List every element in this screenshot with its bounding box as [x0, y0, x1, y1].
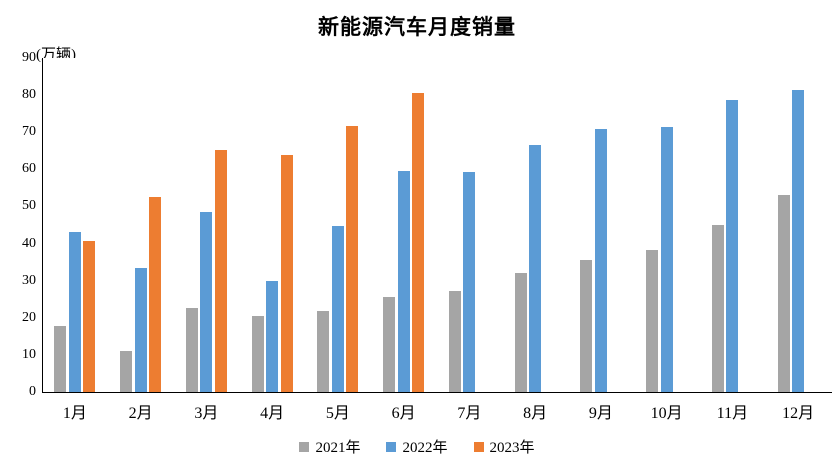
- bar-2022年-3月: [200, 212, 213, 392]
- bar-2021年-1月: [54, 325, 67, 392]
- bar-2021年-11月: [711, 225, 724, 392]
- bar-2023年-1月: [83, 240, 96, 392]
- bar-2022年-7月: [463, 171, 476, 392]
- legend-item: 2022年: [386, 436, 448, 457]
- legend-label: 2023年: [489, 440, 535, 456]
- bar-2021年-5月: [317, 311, 330, 392]
- bar-2022年-8月: [529, 144, 542, 392]
- bar-2022年-4月: [266, 281, 279, 392]
- bar-2021年-4月: [251, 315, 264, 392]
- bar-2021年-2月: [120, 351, 133, 392]
- legend-label: 2021年: [315, 440, 361, 456]
- chart-title: 新能源汽车月度销量: [318, 15, 516, 39]
- x-tick-label: 6月: [391, 405, 416, 422]
- x-tick-label: 11月: [716, 405, 749, 422]
- y-tick-label: 30: [22, 272, 36, 288]
- bar-2021年-6月: [383, 296, 396, 392]
- bar-2022年-10月: [660, 127, 673, 392]
- legend-swatch-icon: [473, 441, 484, 452]
- x-tick-label: 3月: [194, 405, 219, 422]
- bar-2021年-9月: [580, 259, 593, 392]
- bar-2021年-8月: [514, 272, 527, 392]
- bar-2023年-5月: [346, 125, 359, 392]
- bar-2022年-5月: [331, 226, 344, 392]
- bar-2021年-7月: [448, 291, 461, 392]
- y-tick-label: 70: [22, 124, 36, 140]
- x-tick-label: 7月: [457, 405, 482, 422]
- x-tick-label: 5月: [325, 405, 350, 422]
- bar-2021年-10月: [646, 249, 659, 392]
- bar-2022年-6月: [397, 170, 410, 392]
- x-tick-label: 2月: [128, 405, 153, 422]
- y-tick-label: 10: [22, 346, 36, 362]
- x-tick-label: 4月: [260, 405, 285, 422]
- x-tick-label: 9月: [588, 405, 613, 422]
- bar-2022年-1月: [68, 232, 81, 392]
- y-tick-label: 80: [22, 87, 36, 103]
- plot-area: [42, 58, 832, 393]
- bar-2023年-3月: [214, 149, 227, 392]
- bar-2023年-2月: [149, 197, 162, 392]
- y-tick-label: 0: [29, 384, 36, 399]
- y-tick-label: 20: [22, 309, 36, 325]
- bar-2023年-6月: [412, 92, 425, 392]
- legend-label: 2022年: [402, 440, 448, 456]
- legend-item: 2023年: [473, 436, 535, 457]
- legend: 2021年 2022年 2023年: [0, 436, 834, 457]
- x-tick-label: 12月: [782, 405, 815, 422]
- bar-2022年-12月: [792, 89, 805, 392]
- y-tick-label: 50: [22, 198, 36, 214]
- y-tick-label: 60: [22, 161, 36, 177]
- bar-2022年-9月: [594, 129, 607, 392]
- bar-2021年-3月: [185, 308, 198, 392]
- legend-swatch-icon: [299, 441, 310, 452]
- y-tick-label: 40: [22, 235, 36, 251]
- x-tick-label: 8月: [523, 405, 548, 422]
- x-tick-label: 1月: [62, 405, 87, 422]
- bar-2021年-12月: [777, 194, 790, 392]
- legend-item: 2021年: [299, 436, 360, 457]
- x-tick-label: 10月: [650, 405, 683, 422]
- bar-2023年-4月: [280, 154, 293, 392]
- y-tick-label: 90: [22, 50, 36, 65]
- bar-2022年-11月: [726, 100, 739, 392]
- legend-swatch-icon: [386, 441, 397, 452]
- bar-2022年-2月: [134, 268, 147, 392]
